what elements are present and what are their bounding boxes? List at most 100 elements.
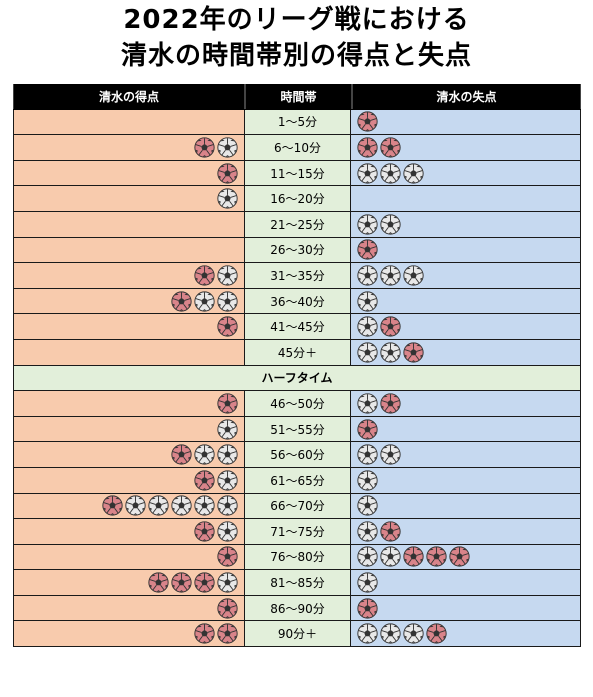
conceded-cell: [351, 186, 581, 211]
conceded-cell: [351, 442, 581, 467]
conceded-cell: [351, 109, 581, 135]
conceded-cell: [351, 237, 581, 263]
red-ball-icon: [171, 290, 192, 312]
conceded-cell: [351, 135, 581, 160]
conceded-cell: [351, 263, 581, 288]
white-ball-icon: [380, 214, 401, 235]
red-ball-icon: [194, 623, 215, 644]
white-ball-icon: [357, 495, 378, 516]
red-ball-icon: [403, 546, 424, 568]
white-ball-icon: [380, 444, 401, 465]
red-ball-icon: [102, 495, 123, 516]
white-ball-icon: [357, 342, 378, 363]
red-ball-icon: [357, 598, 378, 619]
header-time: 時間帯: [245, 84, 352, 109]
conceded-cell: [351, 467, 581, 493]
white-ball-icon: [217, 137, 238, 158]
white-ball-icon: [217, 418, 238, 440]
time-cell: 81～85分: [245, 570, 351, 595]
time-cell: 16～20分: [245, 186, 351, 211]
header-conceded: 清水の失点: [352, 84, 581, 109]
white-ball-icon: [357, 393, 378, 414]
table-row: 61～65分: [13, 467, 581, 494]
goals-cell: [13, 391, 245, 416]
white-ball-icon: [217, 444, 238, 465]
red-ball-icon: [357, 137, 378, 158]
table-row: 36～40分: [13, 288, 581, 315]
white-ball-icon: [357, 572, 378, 593]
conceded-cell: [351, 391, 581, 416]
red-ball-icon: [217, 546, 238, 568]
red-ball-icon: [171, 444, 192, 465]
red-ball-icon: [194, 470, 215, 491]
red-ball-icon: [357, 418, 378, 440]
goals-cell: [13, 314, 245, 339]
red-ball-icon: [426, 623, 447, 644]
table-row: 21～25分: [13, 211, 581, 238]
white-ball-icon: [125, 495, 146, 516]
time-cell: 21～25分: [245, 211, 351, 237]
time-cell: 76～80分: [245, 544, 351, 570]
time-cell: 71～75分: [245, 519, 351, 544]
table-row: 66～70分: [13, 493, 581, 520]
white-ball-icon: [357, 623, 378, 644]
red-ball-icon: [194, 265, 215, 286]
table-row: 45分＋: [13, 339, 581, 366]
white-ball-icon: [357, 162, 378, 184]
white-ball-icon: [217, 572, 238, 593]
time-cell: 61～65分: [245, 467, 351, 493]
white-ball-icon: [217, 290, 238, 312]
conceded-cell: [351, 595, 581, 621]
chart-title-line1: 2022年のリーグ戦における: [123, 5, 470, 35]
time-cell: 86～90分: [245, 595, 351, 621]
white-ball-icon: [357, 290, 378, 312]
goals-cell: [13, 442, 245, 467]
time-cell: 1～5分: [245, 109, 351, 135]
white-ball-icon: [357, 316, 378, 337]
white-ball-icon: [357, 546, 378, 568]
time-cell: 11～15分: [245, 160, 351, 186]
goals-cell: [13, 570, 245, 595]
conceded-cell: [351, 314, 581, 339]
goals-cell: [13, 135, 245, 160]
white-ball-icon: [380, 342, 401, 363]
conceded-cell: [351, 519, 581, 544]
white-ball-icon: [357, 444, 378, 465]
white-ball-icon: [380, 623, 401, 644]
conceded-cell: [351, 160, 581, 186]
goals-cell: [13, 211, 245, 237]
conceded-cell: [351, 544, 581, 570]
time-cell: 46～50分: [245, 391, 351, 416]
table-header-row: 清水の得点 時間帯 清水の失点: [13, 84, 581, 110]
white-ball-icon: [357, 470, 378, 491]
red-ball-icon: [217, 623, 238, 644]
goals-cell: [13, 467, 245, 493]
chart-title-line2: 清水の時間帯別の得点と失点: [120, 41, 472, 71]
red-ball-icon: [171, 572, 192, 593]
conceded-cell: [351, 416, 581, 442]
white-ball-icon: [357, 265, 378, 286]
conceded-cell: [351, 493, 581, 519]
time-cell: 66～70分: [245, 493, 351, 519]
goals-cell: [13, 186, 245, 211]
goals-cell: [13, 416, 245, 442]
conceded-cell: [351, 339, 581, 365]
white-ball-icon: [171, 495, 192, 516]
red-ball-icon: [217, 316, 238, 337]
goals-cell: [13, 288, 245, 314]
table-row: 11～15分: [13, 160, 581, 187]
halftime-row: ハーフタイム: [13, 365, 581, 392]
red-ball-icon: [217, 598, 238, 619]
goals-cell: [13, 339, 245, 365]
goals-cell: [13, 237, 245, 263]
goals-cell: [13, 109, 245, 135]
table-body: 1～5分 6～10分 11～15分 16～20分 21～25分 26～30分 31～35分 3…: [13, 109, 581, 648]
white-ball-icon: [194, 495, 215, 516]
red-ball-icon: [194, 137, 215, 158]
white-ball-icon: [380, 162, 401, 184]
table-row: 56～60分: [13, 442, 581, 468]
table-row: 6～10分: [13, 135, 581, 161]
table-row: 90分＋: [13, 621, 581, 648]
red-ball-icon: [403, 342, 424, 363]
conceded-cell: [351, 211, 581, 237]
